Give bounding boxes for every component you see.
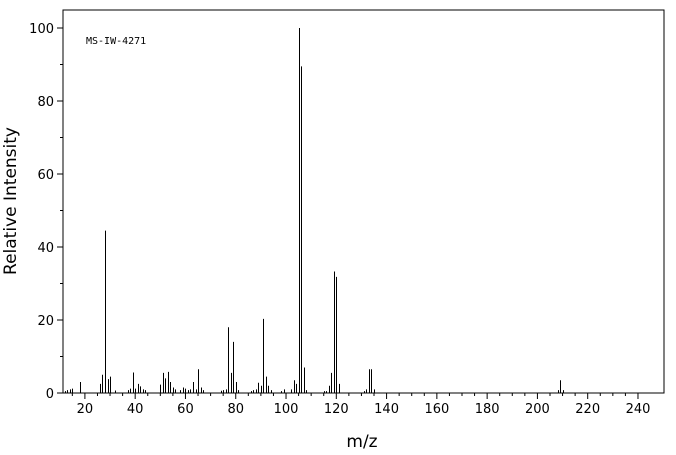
x-tick-label: 60 xyxy=(177,402,194,417)
x-tick-label: 140 xyxy=(374,402,399,417)
x-tick-label: 80 xyxy=(227,402,244,417)
x-tick-label: 100 xyxy=(274,402,299,417)
x-tick-label: 200 xyxy=(525,402,550,417)
x-tick-label: 40 xyxy=(127,402,144,417)
y-tick-label: 60 xyxy=(37,168,54,183)
spectrum-peaks xyxy=(65,28,564,393)
y-tick-label: 20 xyxy=(37,314,54,329)
y-tick-label: 100 xyxy=(29,22,54,37)
annotation-label: MS-IW-4271 xyxy=(86,36,146,47)
y-tick-label: 80 xyxy=(37,95,54,110)
x-tick-label: 180 xyxy=(475,402,500,417)
plot-frame xyxy=(62,9,665,394)
y-tick-label: 0 xyxy=(46,387,54,402)
x-tick-label: 160 xyxy=(424,402,449,417)
axis-ticks xyxy=(57,27,639,399)
x-tick-label: 120 xyxy=(324,402,349,417)
y-axis-label: Relative Intensity xyxy=(1,127,21,275)
y-tick-label: 40 xyxy=(37,241,54,256)
x-axis-label: m/z xyxy=(346,432,377,452)
x-tick-label: 220 xyxy=(575,402,600,417)
x-tick-label: 20 xyxy=(77,402,94,417)
x-tick-label: 240 xyxy=(626,402,651,417)
tick-labels: 20 40 60 80 100 120 140 160 180 200 220 240 0 20 40 60 8… xyxy=(29,22,650,417)
